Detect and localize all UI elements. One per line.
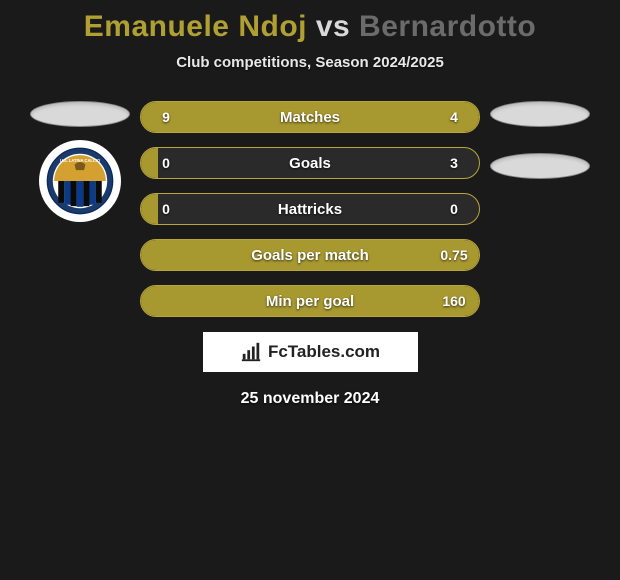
- club-badge-left: U.S. LATINA CALCIO: [39, 140, 121, 222]
- subtitle: Club competitions, Season 2024/2025: [176, 54, 444, 71]
- player-right-name: Bernardotto: [359, 10, 536, 43]
- stat-left-value: 9: [141, 109, 191, 125]
- player-photo-placeholder-right-1: [490, 101, 590, 127]
- stat-right-value: 3: [429, 155, 479, 171]
- brand-box[interactable]: FcTables.com: [203, 332, 418, 372]
- stat-bar-min-per-goal: Min per goal 160: [140, 285, 480, 317]
- date-label: 25 november 2024: [241, 390, 380, 408]
- brand-text: FcTables.com: [268, 342, 380, 362]
- stat-label: Min per goal: [191, 293, 429, 310]
- player-photo-placeholder-right-2: [490, 153, 590, 179]
- bar-chart-icon: [240, 341, 262, 363]
- stat-right-value: 160: [429, 293, 479, 309]
- right-side-col: [490, 101, 590, 317]
- latina-badge-icon: U.S. LATINA CALCIO: [46, 147, 114, 215]
- left-side-col: U.S. LATINA CALCIO: [30, 101, 130, 317]
- stat-label: Goals: [191, 155, 429, 172]
- comparison-widget: Emanuele Ndoj vs Bernardotto Club compet…: [0, 0, 620, 418]
- player-left-name: Emanuele Ndoj: [84, 10, 307, 43]
- stat-bar-matches: 9 Matches 4: [140, 101, 480, 133]
- stat-bar-goals: 0 Goals 3: [140, 147, 480, 179]
- stat-right-value: 0: [429, 201, 479, 217]
- stat-label: Hattricks: [191, 201, 429, 218]
- stat-right-value: 4: [429, 109, 479, 125]
- badge-text: U.S. LATINA CALCIO: [60, 158, 100, 163]
- stat-label: Matches: [191, 109, 429, 126]
- main-row: U.S. LATINA CALCIO 9 Matches 4 0 Goals 3…: [0, 101, 620, 317]
- stats-column: 9 Matches 4 0 Goals 3 0 Hattricks 0 Goal…: [140, 101, 480, 317]
- player-photo-placeholder-left: [30, 101, 130, 127]
- stat-left-value: 0: [141, 155, 191, 171]
- vs-label: vs: [316, 10, 350, 43]
- stat-left-value: 0: [141, 201, 191, 217]
- stat-bar-goals-per-match: Goals per match 0.75: [140, 239, 480, 271]
- stat-label: Goals per match: [191, 247, 429, 264]
- stat-right-value: 0.75: [429, 247, 479, 263]
- stat-bar-hattricks: 0 Hattricks 0: [140, 193, 480, 225]
- page-title: Emanuele Ndoj vs Bernardotto: [84, 10, 536, 44]
